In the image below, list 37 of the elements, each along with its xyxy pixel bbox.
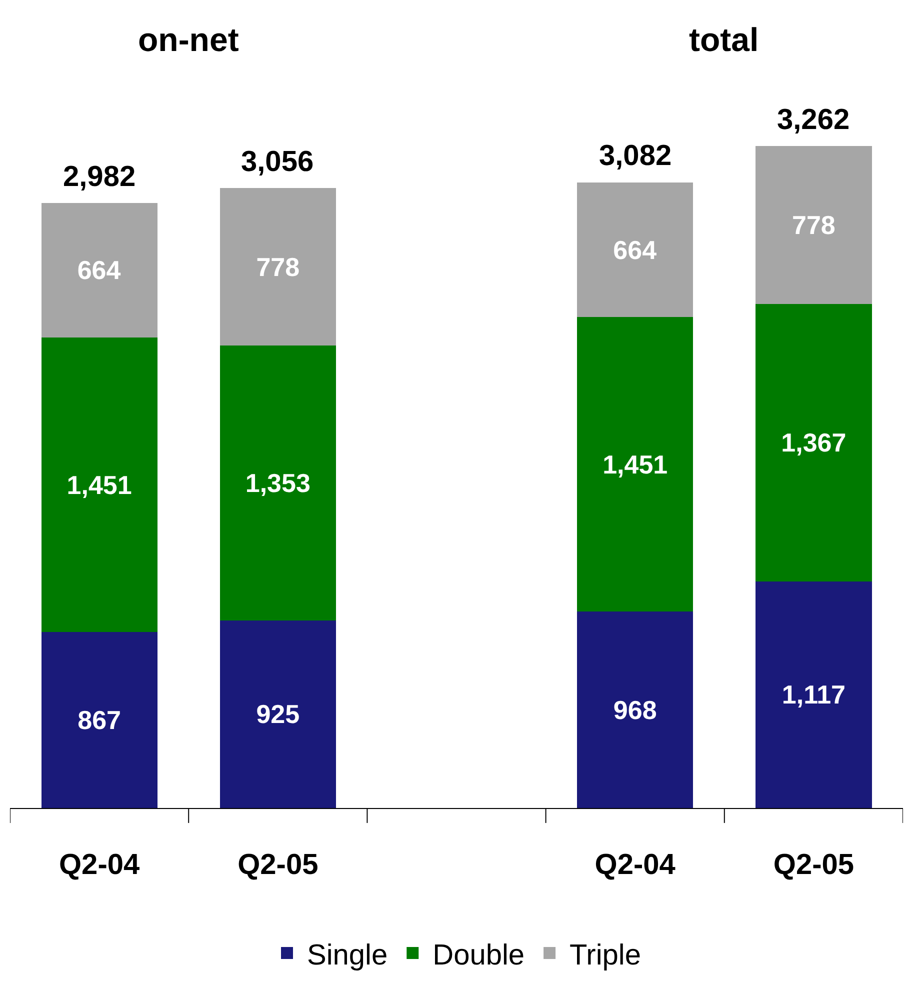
bar <box>220 620 336 808</box>
bar <box>756 146 872 304</box>
data-label: 1,367 <box>781 428 846 458</box>
data-label: 867 <box>78 705 121 736</box>
total-label: 3,082 <box>599 140 672 172</box>
bar <box>41 632 158 808</box>
x-tick-label: Q2-05 <box>238 848 318 881</box>
x-tick-label: Q2-04 <box>58 848 140 881</box>
text: total <box>689 21 759 58</box>
data-label: 1,451 <box>602 449 668 480</box>
legend-label: Single <box>307 939 388 972</box>
data-label: 1,353 <box>245 468 310 498</box>
data-label: 664 <box>613 234 658 265</box>
bar <box>220 346 336 620</box>
x-tick-label: Q2-04 <box>594 848 676 881</box>
data-label: 778 <box>256 252 300 282</box>
legend-label: Double <box>432 939 525 972</box>
text: on-net <box>138 21 239 58</box>
legend-label: Triple <box>570 939 641 972</box>
bar <box>220 188 336 346</box>
data-label: 778 <box>792 210 836 240</box>
total-label: 3,262 <box>777 104 850 136</box>
data-label: 1,117 <box>782 680 846 710</box>
data-label: 1,451 <box>66 470 132 500</box>
bar <box>577 182 694 318</box>
bar <box>41 202 158 338</box>
bar <box>577 317 694 612</box>
bar <box>756 581 872 808</box>
bar <box>577 612 694 808</box>
data-label: 925 <box>256 699 300 730</box>
x-tick-label: Q2-05 <box>773 848 854 881</box>
bar <box>756 304 872 582</box>
bar <box>41 338 158 632</box>
total-label: 2,982 <box>63 161 136 193</box>
total-label: 3,056 <box>241 146 314 178</box>
data-label: 968 <box>613 694 657 725</box>
data-label: 664 <box>77 255 122 286</box>
